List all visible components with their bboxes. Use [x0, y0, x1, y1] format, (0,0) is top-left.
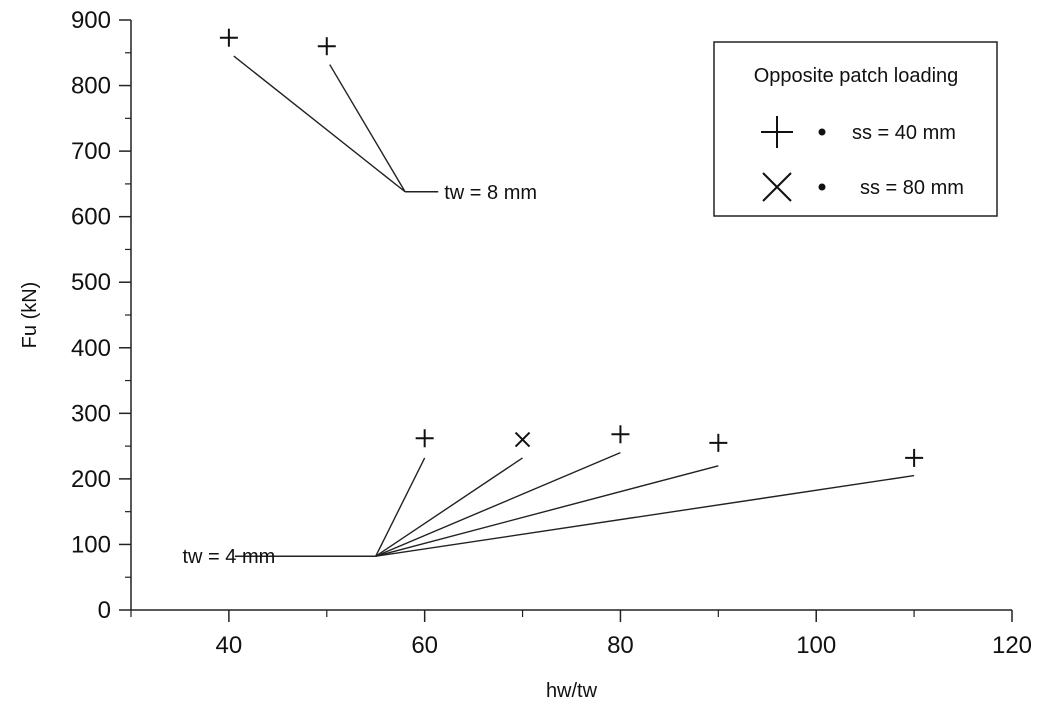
annotation-leader-line [375, 457, 523, 557]
data-point-plus [709, 433, 728, 452]
marker-stroke [762, 172, 792, 202]
x-tick-label: 60 [411, 632, 438, 659]
annotation-leader-line [375, 465, 719, 557]
annotation-leader-line [375, 474, 915, 557]
annotation-leader-line [233, 55, 406, 193]
marker-stroke [514, 431, 531, 448]
annotation-leader-line [375, 452, 621, 557]
data-point-cross [514, 431, 531, 448]
y-tick-label: 200 [71, 466, 111, 493]
data-point-plus [415, 429, 434, 448]
legend-box [713, 41, 998, 217]
x-tick-label: 120 [992, 632, 1032, 659]
y-tick-label: 100 [71, 531, 111, 558]
data-marks [219, 28, 924, 467]
annotation-label: tw = 4 mm [182, 546, 275, 568]
legend-marker-cross [762, 172, 792, 202]
y-tick-label: 0 [98, 597, 111, 624]
data-point-plus [905, 448, 924, 467]
annotations: tw = 8 mm tw = 4 mm [182, 55, 915, 568]
data-point-plus [317, 37, 336, 56]
legend-dot [818, 128, 826, 136]
y-tick-label: 900 [71, 7, 111, 34]
x-tick-label: 80 [607, 632, 634, 659]
y-tick-label: 500 [71, 269, 111, 296]
y-tick-label: 300 [71, 400, 111, 427]
legend: Opposite patch loading ss = 40 mm ss = 80… [713, 41, 998, 217]
annotation-leader-line [375, 457, 426, 557]
legend-label: ss = 40 mm [852, 122, 956, 144]
legend-marker-plus [761, 116, 793, 148]
axes: 0 100 200 300 400 500 600 700 800 900 40 60 80 100 120… [19, 7, 1032, 702]
annotation-label: tw = 8 mm [444, 182, 537, 204]
y-tick-label: 600 [71, 204, 111, 231]
x-axis-title: hw/tw [546, 680, 598, 702]
legend-dot [818, 183, 826, 191]
y-tick-label: 800 [71, 73, 111, 100]
legend-label: ss = 80 mm [860, 177, 964, 199]
annotation-leader-line [329, 64, 406, 193]
legend-title: Opposite patch loading [754, 65, 959, 87]
y-axis-title: Fu (kN) [19, 282, 41, 349]
y-tick-label: 400 [71, 335, 111, 362]
x-tick-label: 100 [796, 632, 836, 659]
x-tick-label: 40 [216, 632, 243, 659]
y-tick-label: 700 [71, 138, 111, 165]
data-point-plus [611, 425, 630, 444]
data-point-plus [219, 28, 238, 47]
